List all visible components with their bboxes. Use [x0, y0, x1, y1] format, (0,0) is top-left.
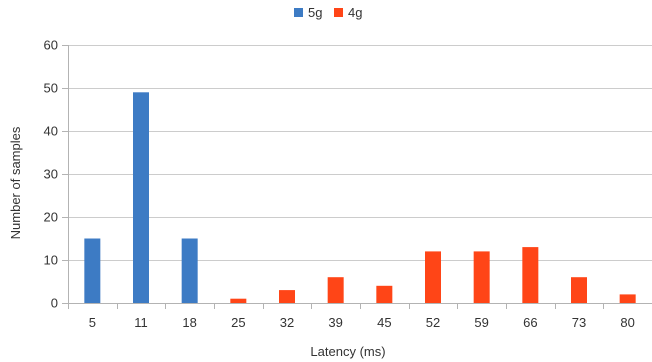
y-tick-label-30: 30	[44, 167, 58, 182]
x-tick-label-59: 59	[474, 315, 488, 330]
y-tick-label-60: 60	[44, 38, 58, 53]
y-tick-label-20: 20	[44, 210, 58, 225]
y-tick-label-0: 0	[51, 296, 58, 311]
bar-4g-32	[279, 290, 295, 303]
y-tick-label-50: 50	[44, 81, 58, 96]
x-tick-label-11: 11	[134, 315, 148, 330]
y-tick-label-10: 10	[44, 253, 58, 268]
bar-4g-80	[619, 294, 636, 303]
x-tick-label-80: 80	[620, 315, 634, 330]
x-tick-label-5: 5	[89, 315, 96, 330]
x-tick-label-18: 18	[182, 315, 196, 330]
x-tick-label-52: 52	[426, 315, 440, 330]
bar-5g-11	[133, 92, 149, 303]
axes: 0 10 20 30 40 50 60 5 11 18 25 32 39 45 52 59 66 73 80	[44, 38, 635, 331]
legend-swatch-4g	[334, 8, 343, 17]
x-tick-label-73: 73	[572, 315, 586, 330]
y-axis-label: Number of samples	[8, 126, 23, 239]
legend-swatch-5g	[294, 8, 303, 17]
bar-4g-52	[425, 251, 441, 303]
bar-5g-5	[84, 238, 101, 303]
x-tick-label-25: 25	[231, 315, 245, 330]
bar-4g-59	[473, 251, 490, 303]
x-tick-label-32: 32	[280, 315, 294, 330]
x-tick-label-45: 45	[377, 315, 391, 330]
legend: 5g 4g	[294, 5, 362, 20]
bar-4g-45	[376, 285, 393, 303]
axis-labels: Number of samples Latency (ms)	[8, 126, 386, 359]
bar-4g-66	[522, 247, 539, 303]
x-axis-label: Latency (ms)	[310, 344, 385, 359]
bar-4g-25	[230, 298, 247, 303]
bar-4g-39	[327, 277, 344, 303]
legend-label-4g: 4g	[348, 5, 362, 20]
legend-label-5g: 5g	[308, 5, 322, 20]
gridlines	[68, 45, 652, 304]
x-tick-label-39: 39	[328, 315, 342, 330]
bars	[84, 92, 636, 303]
bar-5g-18	[181, 238, 198, 303]
x-tick-label-66: 66	[523, 315, 537, 330]
bar-4g-73	[571, 277, 587, 303]
y-tick-label-40: 40	[44, 124, 58, 139]
